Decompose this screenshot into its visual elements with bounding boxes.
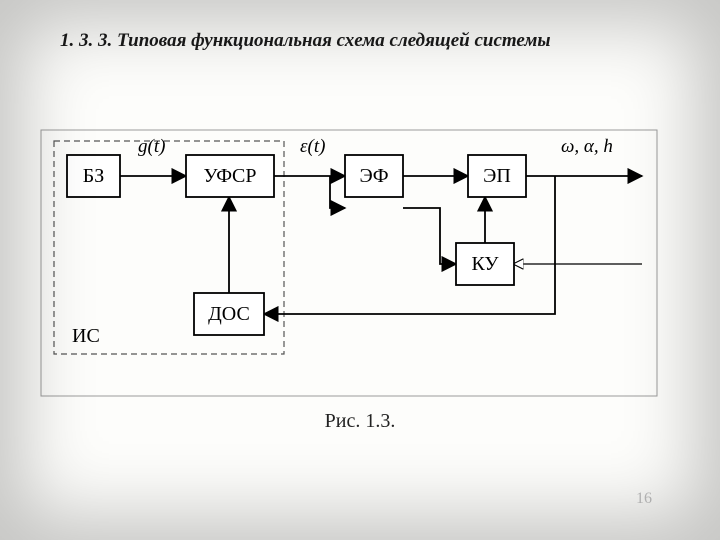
figure-caption: Рис. 1.3. <box>0 410 720 433</box>
node-ufsr-label: УФСР <box>204 165 257 187</box>
node-ep-label: ЭП <box>483 165 511 187</box>
page-number: 16 <box>636 490 652 508</box>
node-ef-label: ЭФ <box>359 165 388 187</box>
dashed-group-label: ИС <box>72 325 100 347</box>
node-dos-label: ДОС <box>208 303 250 325</box>
node-bz-label: БЗ <box>83 165 105 187</box>
node-ku-label: КУ <box>471 253 499 275</box>
signal-out: ω, α, h <box>561 136 613 157</box>
signal-eps: ε(t) <box>300 136 325 157</box>
block-diagram: ИС БЗ УФСР ЭФ ЭП КУ ДОС g(t) ε(t) ω, α, h <box>0 0 720 540</box>
signal-g: g(t) <box>138 136 165 157</box>
